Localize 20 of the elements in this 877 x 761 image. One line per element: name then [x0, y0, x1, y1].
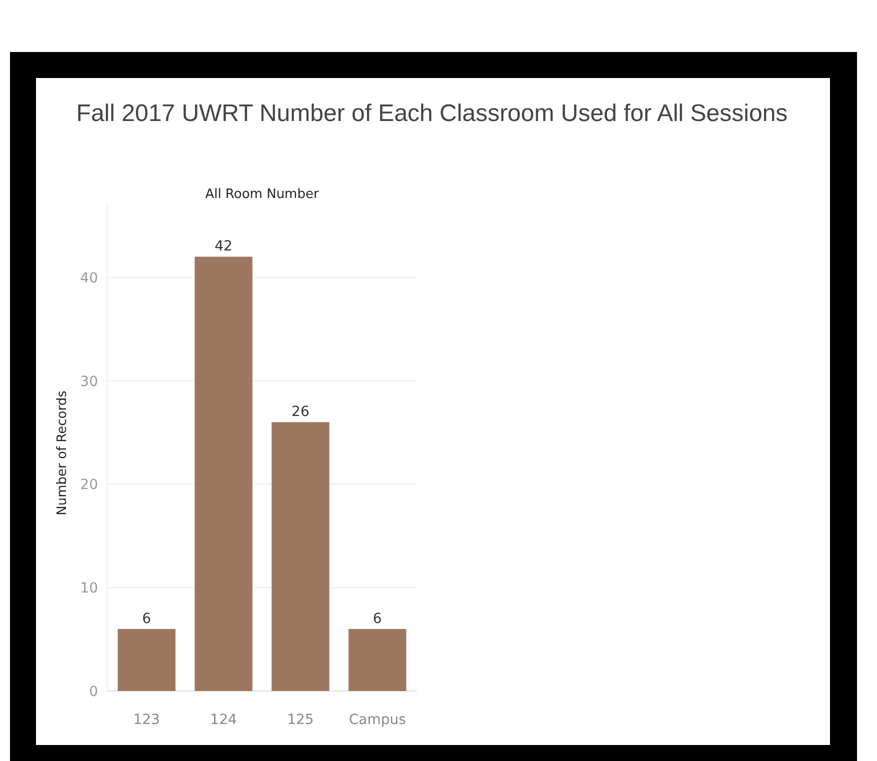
x-tick-label: 123 — [133, 712, 160, 728]
x-tick-label: Campus — [348, 712, 406, 728]
bar — [348, 628, 406, 691]
y-tick-label: 20 — [80, 477, 98, 494]
x-tick-label: 125 — [287, 712, 314, 728]
chart-subtitle: All Room Number — [205, 187, 320, 202]
y-tick-label: 10 — [80, 580, 98, 597]
bar — [272, 422, 330, 691]
data-label: 42 — [214, 238, 232, 255]
data-label: 6 — [372, 610, 382, 627]
chart-title: Fall 2017 UWRT Number of Each Classroom Used for All Sessions — [76, 100, 788, 127]
data-label: 26 — [292, 404, 310, 420]
bar — [118, 628, 176, 691]
x-tick-label: 124 — [210, 712, 237, 728]
y-axis-title: Number of Records — [55, 390, 70, 516]
y-tick-label: 30 — [80, 374, 98, 390]
y-tick-label: 0 — [89, 684, 98, 700]
data-label: 6 — [142, 610, 152, 627]
y-tick-label: 40 — [80, 270, 98, 286]
bar — [194, 256, 252, 691]
